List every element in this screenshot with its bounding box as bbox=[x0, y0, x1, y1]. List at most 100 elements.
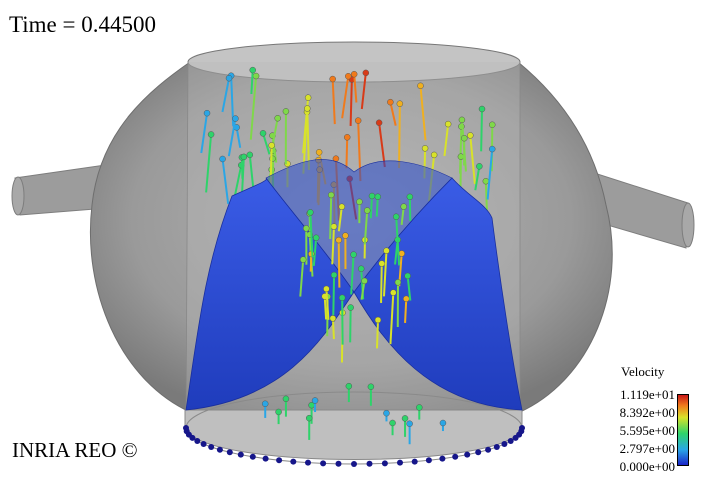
particle bbox=[347, 304, 354, 311]
streamline bbox=[349, 79, 353, 126]
legend-tick-2: 8.392e+00 bbox=[619, 405, 675, 420]
streamline bbox=[250, 70, 254, 95]
ring-marker bbox=[276, 457, 283, 464]
streamline bbox=[480, 108, 484, 152]
particle bbox=[345, 382, 353, 390]
particle bbox=[421, 145, 429, 152]
ring-markers bbox=[183, 425, 525, 467]
particle bbox=[299, 256, 307, 263]
ring-marker bbox=[351, 461, 357, 467]
streamline bbox=[205, 134, 213, 193]
particle bbox=[489, 121, 496, 129]
ring-marker bbox=[290, 458, 297, 465]
particle bbox=[302, 225, 310, 232]
right-pipe-end bbox=[681, 202, 695, 248]
velocity-streamlines-front bbox=[261, 191, 447, 445]
particle bbox=[330, 271, 338, 279]
particle bbox=[458, 116, 466, 124]
particle bbox=[416, 404, 423, 411]
streamline bbox=[474, 166, 481, 191]
streamline bbox=[345, 137, 349, 169]
particle bbox=[362, 69, 370, 77]
streamline bbox=[249, 75, 258, 140]
streamline bbox=[200, 113, 209, 154]
streamline bbox=[378, 122, 386, 168]
legend-ticks: 1.119e+01 8.392e+00 5.595e+00 2.797e+00 … bbox=[605, 388, 675, 473]
particle bbox=[488, 145, 496, 153]
particle bbox=[406, 193, 414, 201]
particle bbox=[274, 114, 281, 122]
streamline bbox=[309, 212, 314, 258]
ring-marker bbox=[464, 451, 471, 458]
particle bbox=[375, 119, 383, 126]
particle bbox=[249, 66, 256, 74]
particle bbox=[275, 408, 282, 416]
particle bbox=[323, 285, 330, 293]
particle bbox=[282, 395, 290, 403]
particle bbox=[240, 153, 248, 161]
particle bbox=[330, 223, 338, 230]
ring-marker bbox=[249, 453, 256, 460]
particle bbox=[329, 75, 336, 83]
streamline bbox=[329, 194, 333, 240]
particle bbox=[430, 151, 438, 159]
streamline bbox=[380, 263, 383, 303]
streamline bbox=[443, 123, 450, 157]
ring-marker bbox=[397, 459, 403, 466]
ring-marker bbox=[485, 446, 492, 453]
particle bbox=[356, 198, 363, 206]
particle bbox=[354, 117, 362, 124]
particle bbox=[335, 236, 342, 244]
particle bbox=[374, 193, 382, 200]
left-pipe-end bbox=[11, 176, 25, 216]
streamline bbox=[221, 78, 231, 113]
streamline bbox=[323, 296, 328, 320]
particle bbox=[439, 419, 447, 427]
particle bbox=[368, 192, 376, 200]
bottom-ring-band bbox=[184, 409, 523, 460]
ring-marker bbox=[439, 455, 446, 462]
streamline bbox=[341, 76, 350, 119]
particle bbox=[478, 105, 486, 113]
streamline bbox=[337, 206, 343, 232]
particle bbox=[383, 247, 390, 254]
particle bbox=[232, 115, 239, 122]
particle bbox=[374, 316, 382, 324]
ring-marker bbox=[189, 434, 196, 441]
streamline bbox=[363, 210, 369, 245]
particle bbox=[390, 289, 397, 296]
particle bbox=[343, 134, 351, 141]
particle bbox=[467, 132, 474, 139]
particle bbox=[398, 250, 405, 257]
particle bbox=[327, 191, 335, 199]
particle bbox=[403, 295, 410, 303]
streamline bbox=[312, 237, 318, 266]
particle bbox=[342, 232, 349, 239]
streamline bbox=[406, 275, 412, 301]
streamline bbox=[375, 196, 379, 217]
particle bbox=[252, 72, 260, 80]
particle bbox=[315, 149, 323, 156]
back-valve-leaflet bbox=[265, 159, 453, 293]
ring-marker bbox=[194, 438, 201, 444]
particle bbox=[207, 131, 215, 138]
ring-marker bbox=[305, 459, 311, 466]
particle bbox=[345, 72, 352, 80]
particle bbox=[219, 155, 226, 163]
particle bbox=[307, 209, 314, 216]
legend-title: Velocity bbox=[621, 364, 665, 379]
particle bbox=[312, 234, 320, 242]
streamline bbox=[299, 259, 305, 297]
particle bbox=[406, 420, 413, 427]
legend-tick-3: 5.595e+00 bbox=[619, 423, 675, 438]
ring-marker bbox=[262, 455, 269, 462]
particle bbox=[394, 279, 402, 286]
streamline bbox=[235, 127, 242, 148]
particle bbox=[304, 105, 311, 112]
particle bbox=[268, 142, 275, 149]
streamline bbox=[382, 250, 388, 297]
particle bbox=[361, 277, 368, 285]
streamline bbox=[360, 72, 367, 110]
ring-marker bbox=[452, 453, 459, 460]
particle bbox=[261, 400, 269, 408]
